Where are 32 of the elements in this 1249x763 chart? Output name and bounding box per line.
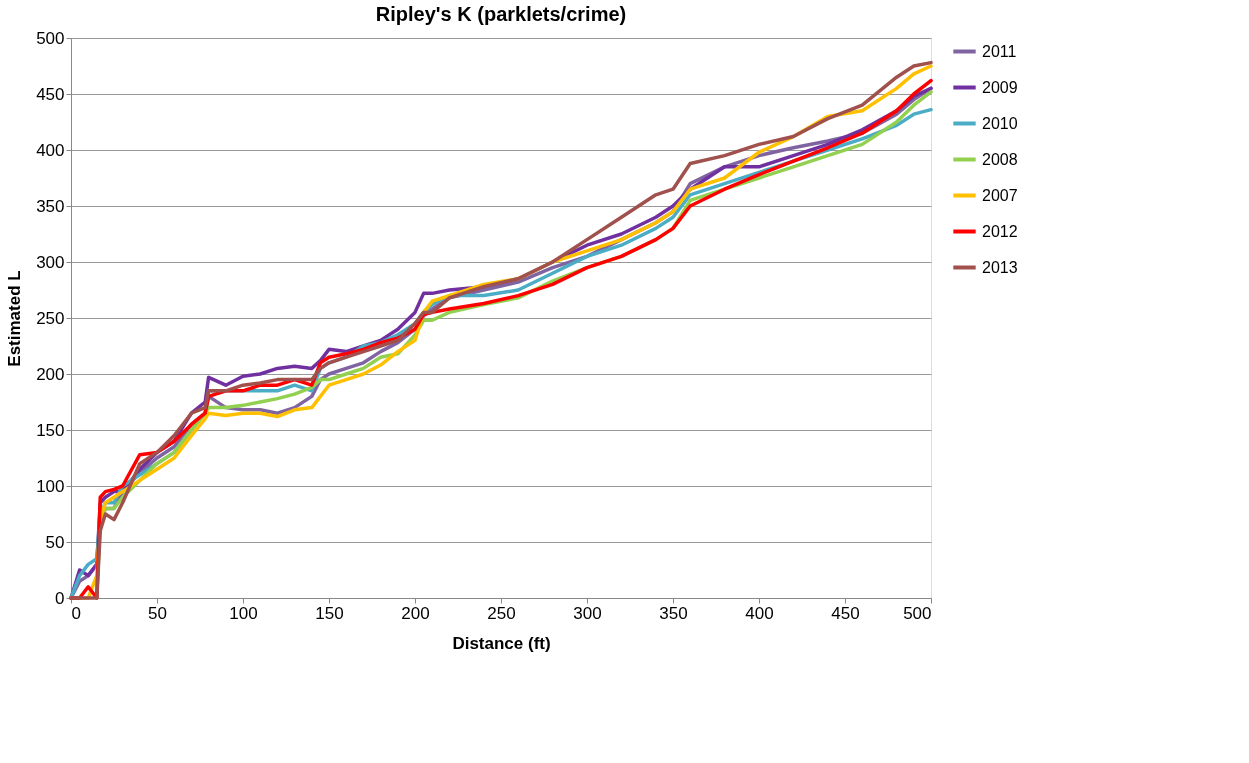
legend-label: 2008 xyxy=(982,150,1018,168)
y-tick-label: 450 xyxy=(36,84,65,104)
x-tick-label: 450 xyxy=(831,603,860,623)
x-axis-title: Distance (ft) xyxy=(452,633,551,653)
y-tick-label: 350 xyxy=(36,196,65,216)
y-axis-title: Estimated L xyxy=(5,270,25,367)
x-tick-label: 350 xyxy=(659,603,688,623)
y-tick-label: 500 xyxy=(36,28,65,48)
legend-label: 2012 xyxy=(982,222,1018,240)
legend-label: 2010 xyxy=(982,114,1018,132)
legend-label: 2007 xyxy=(982,186,1018,204)
x-tick-label: 250 xyxy=(487,603,516,623)
y-tick-label: 400 xyxy=(36,140,65,160)
x-tick-label: 400 xyxy=(745,603,774,623)
chart-title: Ripley's K (parklets/crime) xyxy=(375,3,627,25)
x-tick-label: 100 xyxy=(229,603,258,623)
y-tick-label: 150 xyxy=(36,420,65,440)
y-tick-label: 250 xyxy=(36,308,65,328)
y-tick-label: 0 xyxy=(55,588,65,608)
x-tick-label: 500 xyxy=(903,603,932,623)
legend-label: 2009 xyxy=(982,78,1018,96)
x-tick-label: 200 xyxy=(401,603,430,623)
y-tick-label: 300 xyxy=(36,252,65,272)
legend-label: 2013 xyxy=(982,258,1018,276)
y-tick-label: 200 xyxy=(36,364,65,384)
x-tick-label: 150 xyxy=(315,603,344,623)
legend-label: 2011 xyxy=(982,42,1017,60)
y-tick-label: 50 xyxy=(45,532,65,552)
x-tick-label: 0 xyxy=(71,603,81,623)
x-tick-label: 50 xyxy=(148,603,167,623)
x-tick-label: 300 xyxy=(573,603,602,623)
y-tick-label: 100 xyxy=(36,476,65,496)
